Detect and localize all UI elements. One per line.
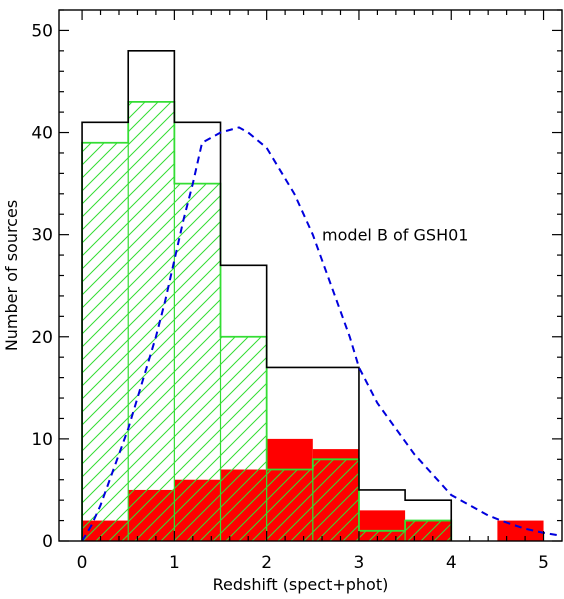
x-tick-label: 4	[446, 553, 457, 573]
x-tick-label: 1	[169, 553, 180, 573]
y-axis-title: Number of sources	[2, 200, 21, 351]
x-axis-title: Redshift (spect+phot)	[213, 575, 389, 594]
bars-layer	[81, 50, 544, 541]
total-series-outline	[81, 50, 453, 541]
hatched-bar	[174, 183, 221, 541]
y-tick-label: 20	[31, 328, 53, 348]
x-tick-label: 3	[354, 553, 365, 573]
y-tick-label: 10	[31, 430, 53, 450]
x-tick-label: 2	[261, 553, 272, 573]
hatched-bar	[266, 469, 313, 541]
y-tick-label: 0	[42, 532, 53, 552]
hatched-bar	[128, 101, 175, 541]
axes-layer	[58, 9, 563, 542]
model-annotation: model B of GSH01	[322, 226, 468, 245]
x-tick-label: 0	[77, 553, 88, 573]
x-tick-label: 5	[538, 553, 549, 573]
model-curve	[81, 126, 562, 541]
hatched-bar	[82, 142, 129, 541]
hatched-bar	[312, 459, 359, 541]
filled-bar	[497, 520, 544, 541]
y-tick-label: 40	[31, 124, 53, 144]
model-curve-layer	[81, 126, 562, 541]
hatched-bar	[358, 530, 406, 541]
hatched-bar	[220, 336, 267, 541]
y-tick-label: 50	[31, 21, 53, 41]
hatched-bar	[405, 520, 452, 541]
y-tick-label: 30	[31, 226, 53, 246]
